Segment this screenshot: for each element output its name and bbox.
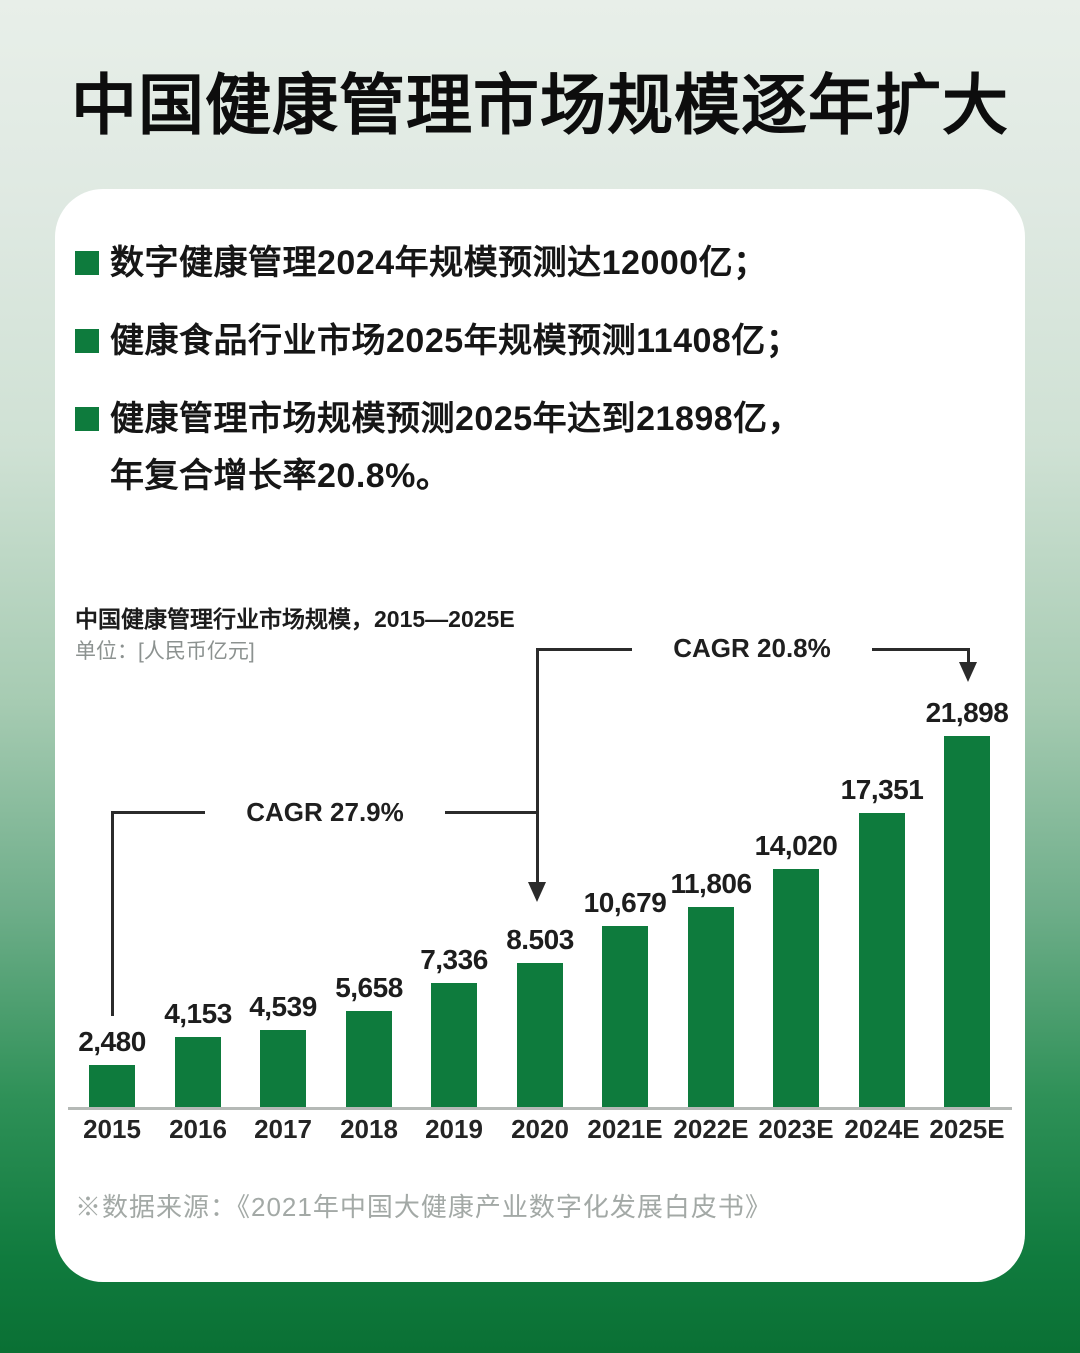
bar-value-label: 4,539 (249, 991, 317, 1022)
bar-2024E (859, 813, 905, 1107)
bar-2025E (944, 736, 990, 1107)
bar-2019 (431, 983, 477, 1107)
bar-chart: 中国健康管理行业市场规模，2015—2025E 单位：[人民币亿元] CAGR … (55, 600, 1025, 1150)
bullet-square-icon (75, 329, 99, 353)
x-axis-tick-label: 2024E (844, 1114, 920, 1144)
bar-2020 (517, 963, 563, 1107)
cagr-right-label: CAGR 20.8% (632, 632, 872, 664)
bullet-square-icon (75, 251, 99, 275)
bar-value-label: 10,679 (583, 887, 667, 918)
bar-value-label: 7,336 (420, 944, 488, 975)
bullet-text: 健康食品行业市场2025年规模预测11408亿； (110, 322, 801, 360)
x-axis-tick-label: 2019 (425, 1114, 483, 1144)
bullet-square-icon (75, 407, 99, 431)
bar-value-label: 4,153 (164, 998, 232, 1029)
list-item: 数字健康管理2024年规模预测达12000亿； (75, 244, 1005, 282)
bar-value-label: 17,351 (840, 774, 924, 805)
chart-title: 中国健康管理行业市场规模，2015—2025E (75, 606, 515, 632)
cagr-left-bracket-line (111, 811, 114, 1016)
arrow-down-icon (528, 882, 546, 902)
bullet-text: 健康管理市场规模预测2025年达到21898亿， 年复合增长率20.8%。 (110, 400, 802, 495)
x-axis-tick-label: 2020 (511, 1114, 569, 1144)
bar-value-label: 5,658 (335, 972, 403, 1003)
list-item: 健康管理市场规模预测2025年达到21898亿， 年复合增长率20.8%。 (75, 400, 1005, 495)
list-item: 健康食品行业市场2025年规模预测11408亿； (75, 322, 1005, 360)
bar-2017 (260, 1030, 306, 1107)
x-axis-tick-label: 2023E (758, 1114, 834, 1144)
bar-2021E (602, 926, 648, 1107)
bar-2022E (688, 907, 734, 1107)
bar-value-label: 8.503 (506, 924, 574, 955)
bar-value-label: 2,480 (78, 1026, 146, 1057)
arrow-down-icon (959, 662, 977, 682)
bar-2015 (89, 1065, 135, 1107)
cagr-left-label: CAGR 27.9% (205, 796, 445, 828)
x-axis-tick-label: 2015 (83, 1114, 141, 1144)
bar-2016 (175, 1037, 221, 1107)
x-axis-tick-label: 2018 (340, 1114, 398, 1144)
content-card: 数字健康管理2024年规模预测达12000亿； 健康食品行业市场2025年规模预… (55, 189, 1025, 1282)
cagr-shared-bracket-line (536, 648, 539, 884)
cagr-right-bracket-line (967, 648, 970, 664)
x-axis-tick-label: 2017 (254, 1114, 312, 1144)
x-axis-tick-label: 2025E (929, 1114, 1005, 1144)
bar-value-label: 11,806 (670, 868, 752, 899)
x-axis-tick-label: 2021E (587, 1114, 663, 1144)
bullet-text-line-2: 年复合增长率20.8%。 (110, 457, 451, 495)
bullet-text-line-1: 健康管理市场规模预测2025年达到21898亿， (110, 400, 803, 438)
x-axis-line (68, 1107, 1012, 1110)
x-axis-tick-label: 2016 (169, 1114, 227, 1144)
bar-value-label: 21,898 (925, 697, 1009, 728)
bar-value-label: 14,020 (754, 830, 838, 861)
bar-2018 (346, 1011, 392, 1107)
key-points-list: 数字健康管理2024年规模预测达12000亿； 健康食品行业市场2025年规模预… (75, 244, 1005, 535)
bullet-text: 数字健康管理2024年规模预测达12000亿； (110, 244, 768, 282)
chart-unit-label: 单位：[人民币亿元] (75, 640, 255, 663)
source-note: ※数据来源：《2021年中国大健康产业数字化发展白皮书》 (75, 1192, 772, 1222)
x-axis-tick-label: 2022E (673, 1114, 749, 1144)
bar-2023E (773, 869, 819, 1107)
page-title: 中国健康管理市场规模逐年扩大 (71, 68, 1009, 142)
